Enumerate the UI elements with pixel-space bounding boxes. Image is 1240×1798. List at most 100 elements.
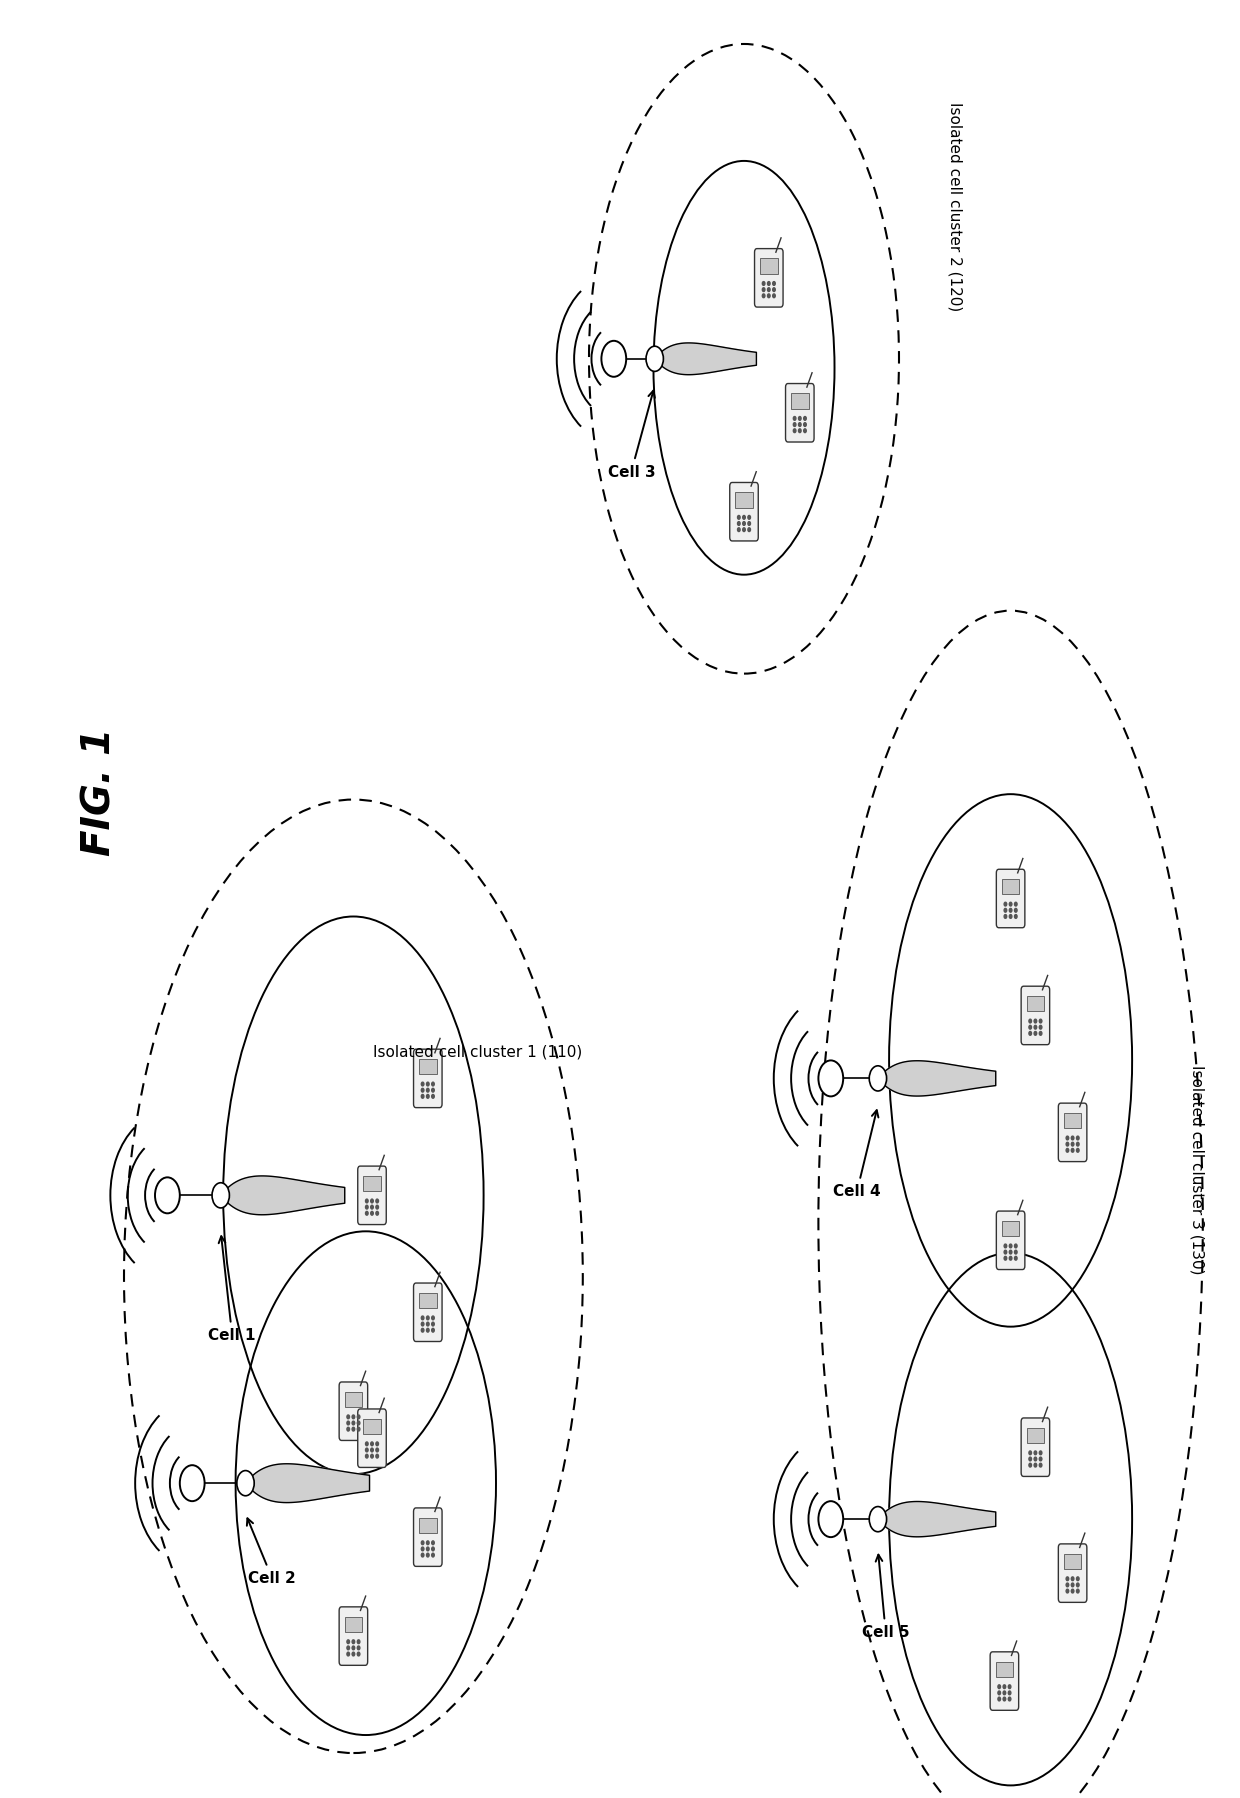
FancyBboxPatch shape <box>357 1410 387 1467</box>
Circle shape <box>768 295 770 298</box>
Circle shape <box>357 1652 360 1656</box>
Circle shape <box>773 295 775 298</box>
Circle shape <box>1066 1584 1069 1588</box>
Circle shape <box>357 1422 360 1426</box>
Circle shape <box>818 1061 843 1097</box>
Circle shape <box>376 1455 378 1458</box>
Circle shape <box>422 1090 424 1093</box>
Circle shape <box>422 1553 424 1557</box>
Circle shape <box>1029 1458 1032 1462</box>
Bar <box>791 394 808 410</box>
Circle shape <box>738 516 740 520</box>
Circle shape <box>799 424 801 428</box>
Circle shape <box>352 1415 355 1419</box>
Circle shape <box>427 1090 429 1093</box>
Circle shape <box>427 1553 429 1557</box>
Circle shape <box>357 1428 360 1431</box>
Circle shape <box>427 1095 429 1099</box>
Circle shape <box>1004 1257 1007 1260</box>
Circle shape <box>1029 1027 1032 1030</box>
Circle shape <box>1004 910 1007 913</box>
Bar <box>1002 1221 1019 1237</box>
Circle shape <box>1003 1685 1006 1688</box>
Circle shape <box>601 342 626 378</box>
Text: Cell 1: Cell 1 <box>208 1237 255 1343</box>
Circle shape <box>1076 1144 1079 1147</box>
Circle shape <box>432 1095 434 1099</box>
Circle shape <box>1009 903 1012 906</box>
Circle shape <box>432 1329 434 1332</box>
Circle shape <box>371 1449 373 1453</box>
Circle shape <box>818 1501 843 1537</box>
Text: Isolated cell cluster 2 (120): Isolated cell cluster 2 (120) <box>947 102 962 311</box>
Circle shape <box>352 1652 355 1656</box>
Circle shape <box>1076 1584 1079 1588</box>
FancyBboxPatch shape <box>1059 1544 1086 1602</box>
Circle shape <box>1003 1692 1006 1696</box>
Circle shape <box>1003 1697 1006 1701</box>
Circle shape <box>1009 915 1012 919</box>
Circle shape <box>1008 1692 1011 1696</box>
Circle shape <box>1004 1244 1007 1248</box>
Circle shape <box>1039 1464 1042 1467</box>
Circle shape <box>427 1548 429 1552</box>
Circle shape <box>1034 1019 1037 1023</box>
Circle shape <box>371 1199 373 1203</box>
Bar <box>363 1419 381 1435</box>
Circle shape <box>1034 1464 1037 1467</box>
Circle shape <box>371 1206 373 1210</box>
Bar <box>1064 1113 1081 1129</box>
Circle shape <box>347 1428 350 1431</box>
Circle shape <box>1009 1257 1012 1260</box>
Circle shape <box>794 424 796 428</box>
Circle shape <box>743 523 745 527</box>
Circle shape <box>1034 1458 1037 1462</box>
Bar <box>363 1176 381 1192</box>
Bar <box>760 259 777 275</box>
FancyBboxPatch shape <box>413 1509 441 1566</box>
Circle shape <box>366 1206 368 1210</box>
Circle shape <box>422 1541 424 1544</box>
Circle shape <box>1066 1136 1069 1140</box>
Circle shape <box>371 1212 373 1215</box>
FancyBboxPatch shape <box>339 1607 367 1665</box>
Circle shape <box>1071 1144 1074 1147</box>
Circle shape <box>371 1455 373 1458</box>
Bar <box>419 1518 436 1534</box>
Circle shape <box>422 1323 424 1327</box>
Circle shape <box>366 1442 368 1446</box>
Circle shape <box>352 1647 355 1651</box>
Circle shape <box>1009 910 1012 913</box>
Circle shape <box>1014 915 1017 919</box>
Circle shape <box>1071 1136 1074 1140</box>
Circle shape <box>155 1178 180 1214</box>
Bar <box>996 1661 1013 1678</box>
Circle shape <box>1004 903 1007 906</box>
Circle shape <box>768 282 770 286</box>
Circle shape <box>432 1548 434 1552</box>
Circle shape <box>1034 1451 1037 1455</box>
Circle shape <box>1039 1027 1042 1030</box>
Circle shape <box>998 1685 1001 1688</box>
Circle shape <box>347 1422 350 1426</box>
Circle shape <box>1066 1589 1069 1593</box>
Circle shape <box>743 516 745 520</box>
Circle shape <box>371 1442 373 1446</box>
Circle shape <box>1071 1584 1074 1588</box>
Circle shape <box>1071 1589 1074 1593</box>
Circle shape <box>768 289 770 293</box>
Circle shape <box>1066 1577 1069 1580</box>
Circle shape <box>376 1212 378 1215</box>
FancyBboxPatch shape <box>991 1652 1019 1710</box>
Circle shape <box>1034 1027 1037 1030</box>
Circle shape <box>376 1199 378 1203</box>
Circle shape <box>773 282 775 286</box>
Circle shape <box>1076 1149 1079 1153</box>
Circle shape <box>738 529 740 532</box>
Circle shape <box>646 347 663 372</box>
Circle shape <box>869 1507 887 1532</box>
Bar <box>419 1059 436 1075</box>
Circle shape <box>422 1548 424 1552</box>
Circle shape <box>432 1090 434 1093</box>
Polygon shape <box>221 1176 345 1215</box>
